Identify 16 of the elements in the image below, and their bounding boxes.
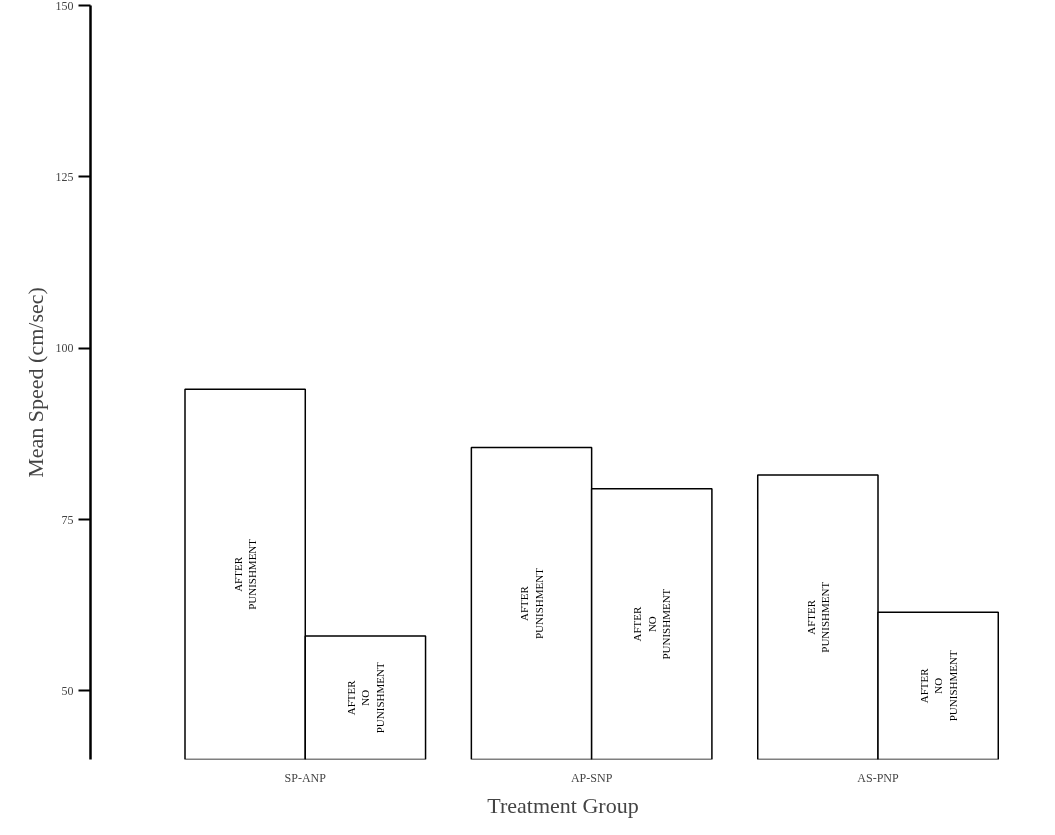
text: AFTER PUNISHMENT [231,538,259,610]
x-tick-label: AP-SNP [570,770,613,785]
text: AFTER PUNISHMENT [518,568,545,640]
x-tick-label: SP-ANP [284,770,327,785]
series-label: AFTER PUNISHMENT [804,581,832,653]
text: AFTER NO PUNISHMENT [917,650,959,722]
text: AFTER NO PUNISHMENT [631,588,673,660]
y-tick-label: 125 [55,169,74,184]
y-tick-label: 150 [55,0,74,13]
y-tick-label: 100 [55,341,74,356]
y-axis-title: Mean Speed (cm/sec) [22,287,48,478]
x-axis-title: Treatment Group [487,792,639,818]
x-tick-label: AS-PNP [857,770,899,785]
y-tick-label: 75 [61,512,74,527]
series-label: AFTER NO PUNISHMENT [345,662,386,734]
y-tick-label: 50 [61,683,74,698]
